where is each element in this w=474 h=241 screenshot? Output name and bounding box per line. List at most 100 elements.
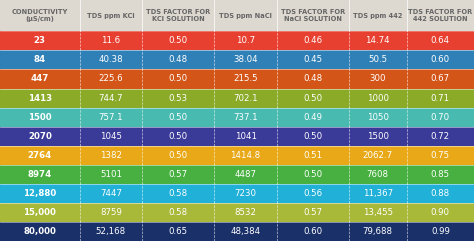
Text: 0.48: 0.48 xyxy=(169,55,188,64)
Bar xyxy=(407,203,474,222)
Bar xyxy=(407,0,474,31)
Text: 0.99: 0.99 xyxy=(431,227,450,236)
Text: 23: 23 xyxy=(34,36,46,45)
Bar xyxy=(277,184,349,203)
Text: 0.88: 0.88 xyxy=(431,189,450,198)
Text: 702.1: 702.1 xyxy=(233,94,258,102)
Bar xyxy=(0,146,80,165)
Bar xyxy=(0,165,80,184)
Text: 5101: 5101 xyxy=(100,170,122,179)
Text: 10.7: 10.7 xyxy=(236,36,255,45)
Text: 0.49: 0.49 xyxy=(303,113,322,122)
Text: 12,880: 12,880 xyxy=(23,189,56,198)
Text: 40.38: 40.38 xyxy=(99,55,123,64)
Text: 1382: 1382 xyxy=(100,151,122,160)
Text: TDS ppm 442: TDS ppm 442 xyxy=(353,13,402,19)
Text: 0.57: 0.57 xyxy=(169,170,188,179)
Bar xyxy=(277,31,349,50)
Text: 38.04: 38.04 xyxy=(233,55,258,64)
Bar xyxy=(277,88,349,107)
Bar xyxy=(0,50,80,69)
Bar xyxy=(407,184,474,203)
Text: 0.64: 0.64 xyxy=(431,36,450,45)
Text: 50.5: 50.5 xyxy=(368,55,387,64)
Text: 15,000: 15,000 xyxy=(23,208,56,217)
Text: 0.45: 0.45 xyxy=(303,55,322,64)
Bar xyxy=(0,184,80,203)
Text: 0.56: 0.56 xyxy=(303,189,322,198)
Text: 11,367: 11,367 xyxy=(363,189,393,198)
Bar xyxy=(80,88,142,107)
Text: TDS ppm KCl: TDS ppm KCl xyxy=(87,13,135,19)
Text: TDS FACTOR FOR
KCl SOLUTION: TDS FACTOR FOR KCl SOLUTION xyxy=(146,9,210,22)
Bar xyxy=(0,222,80,241)
Text: 8974: 8974 xyxy=(27,170,52,179)
Bar xyxy=(142,222,214,241)
Bar xyxy=(349,222,407,241)
Text: 7230: 7230 xyxy=(235,189,256,198)
Bar xyxy=(277,50,349,69)
Bar xyxy=(407,50,474,69)
Text: 0.67: 0.67 xyxy=(431,74,450,83)
Text: 1045: 1045 xyxy=(100,132,122,141)
Bar xyxy=(349,31,407,50)
Text: TDS FACTOR FOR
442 SOLUTION: TDS FACTOR FOR 442 SOLUTION xyxy=(408,9,473,22)
Text: 0.60: 0.60 xyxy=(431,55,450,64)
Text: 215.5: 215.5 xyxy=(233,74,258,83)
Text: 14.74: 14.74 xyxy=(365,36,390,45)
Bar xyxy=(80,127,142,146)
Bar xyxy=(349,50,407,69)
Bar xyxy=(80,146,142,165)
Bar xyxy=(80,69,142,88)
Bar xyxy=(277,203,349,222)
Bar xyxy=(142,184,214,203)
Text: 0.50: 0.50 xyxy=(169,36,188,45)
Bar xyxy=(80,31,142,50)
Bar xyxy=(214,50,277,69)
Bar xyxy=(0,88,80,107)
Bar xyxy=(80,222,142,241)
Bar xyxy=(277,107,349,127)
Bar xyxy=(349,0,407,31)
Bar xyxy=(214,31,277,50)
Bar xyxy=(0,69,80,88)
Text: 757.1: 757.1 xyxy=(99,113,123,122)
Text: 225.6: 225.6 xyxy=(99,74,123,83)
Text: 0.65: 0.65 xyxy=(169,227,188,236)
Text: 0.50: 0.50 xyxy=(303,170,322,179)
Text: 744.7: 744.7 xyxy=(99,94,123,102)
Text: 0.50: 0.50 xyxy=(169,151,188,160)
Text: 7608: 7608 xyxy=(367,170,389,179)
Text: 0.50: 0.50 xyxy=(169,74,188,83)
Bar xyxy=(214,165,277,184)
Bar xyxy=(214,222,277,241)
Bar xyxy=(349,69,407,88)
Text: CONDUCTIVITY
(μS/cm): CONDUCTIVITY (μS/cm) xyxy=(12,9,68,22)
Text: 0.46: 0.46 xyxy=(303,36,322,45)
Bar xyxy=(80,184,142,203)
Text: 84: 84 xyxy=(34,55,46,64)
Text: 8532: 8532 xyxy=(235,208,256,217)
Text: TDS FACTOR FOR
NaCl SOLUTION: TDS FACTOR FOR NaCl SOLUTION xyxy=(281,9,345,22)
Text: 0.50: 0.50 xyxy=(303,132,322,141)
Text: 300: 300 xyxy=(370,74,386,83)
Text: 1000: 1000 xyxy=(367,94,389,102)
Bar xyxy=(142,31,214,50)
Text: 1500: 1500 xyxy=(367,132,389,141)
Bar xyxy=(277,165,349,184)
Text: 0.53: 0.53 xyxy=(169,94,188,102)
Bar xyxy=(142,50,214,69)
Text: 7447: 7447 xyxy=(100,189,122,198)
Bar xyxy=(277,127,349,146)
Text: 0.50: 0.50 xyxy=(169,113,188,122)
Bar xyxy=(142,107,214,127)
Text: 0.72: 0.72 xyxy=(431,132,450,141)
Bar xyxy=(407,69,474,88)
Text: 0.48: 0.48 xyxy=(303,74,322,83)
Bar xyxy=(214,127,277,146)
Text: 79,688: 79,688 xyxy=(363,227,393,236)
Text: 2070: 2070 xyxy=(28,132,52,141)
Text: 737.1: 737.1 xyxy=(233,113,258,122)
Text: 0.57: 0.57 xyxy=(303,208,322,217)
Text: 4487: 4487 xyxy=(235,170,256,179)
